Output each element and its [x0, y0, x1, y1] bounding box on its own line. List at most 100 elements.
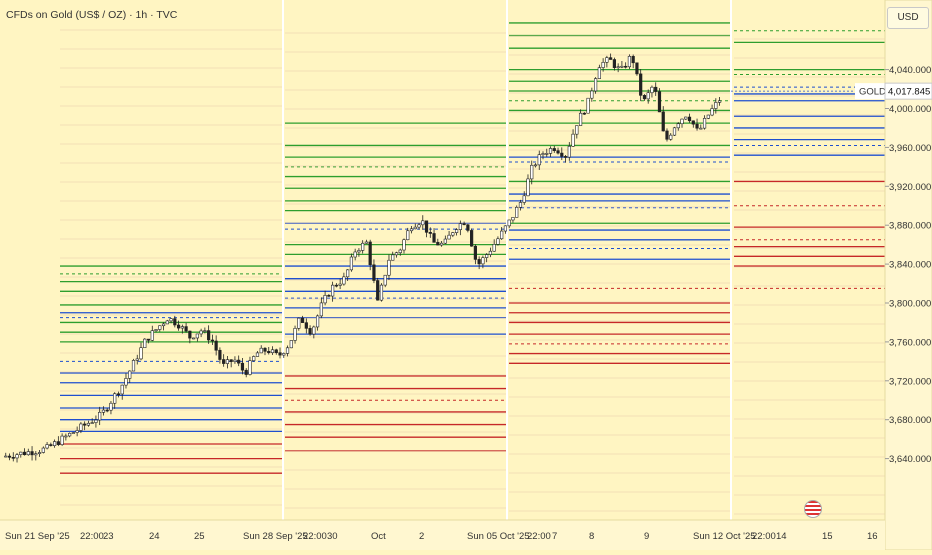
candle-body — [560, 152, 564, 157]
candle-body — [64, 435, 68, 438]
candle-body — [312, 326, 316, 335]
candle-body — [285, 347, 290, 354]
candle-body — [71, 432, 75, 434]
candle-body — [609, 57, 613, 60]
candle-body — [165, 320, 169, 325]
candle-body — [109, 402, 113, 411]
candle-body — [237, 359, 241, 364]
candle-body — [601, 61, 605, 68]
candle-body — [252, 356, 256, 361]
candle-body — [304, 322, 308, 329]
candle-body — [19, 451, 23, 456]
x-tick-label: 9 — [644, 531, 649, 542]
candle-body — [552, 148, 556, 151]
candle-body — [79, 423, 83, 431]
candle-body — [451, 232, 455, 236]
candle-body — [515, 207, 519, 218]
candle-body — [624, 65, 628, 68]
candle-body — [627, 56, 632, 68]
candle-body — [45, 444, 49, 449]
candle-body — [545, 153, 549, 155]
candle-body — [687, 116, 692, 122]
candle-body — [590, 90, 594, 99]
candle-body — [68, 432, 72, 437]
candle-body — [248, 360, 252, 375]
candle-body — [56, 441, 60, 445]
candle-body — [706, 114, 710, 119]
candle-body — [364, 241, 369, 244]
candle-body — [488, 250, 493, 255]
candle-body — [654, 86, 658, 92]
x-tick-label: 15 — [822, 531, 833, 542]
candle-body — [7, 455, 12, 458]
candle-body — [4, 455, 8, 458]
candle-body — [541, 153, 545, 155]
x-tick-label: 2 — [419, 531, 424, 542]
x-tick-label: Sun 05 Oct '25 — [467, 531, 530, 542]
candle-body — [526, 178, 530, 197]
candle-body — [530, 164, 534, 180]
candle-body — [496, 238, 500, 245]
candle-body — [372, 264, 376, 281]
candle-body — [567, 145, 571, 158]
candle-body — [597, 67, 601, 79]
candle-body — [267, 351, 271, 354]
candle-body — [203, 330, 207, 332]
candle-body — [646, 92, 650, 100]
candle-body — [124, 378, 128, 386]
candle-body — [105, 409, 109, 412]
price-axis[interactable] — [884, 0, 932, 551]
candle-body — [255, 352, 260, 357]
candle-body — [240, 362, 245, 371]
y-tick-label: 3,960.000 — [889, 143, 931, 154]
y-tick-label: 3,920.000 — [889, 182, 931, 193]
candle-body — [714, 102, 718, 109]
candle-body — [695, 123, 699, 129]
x-tick-label: 22:00 — [303, 531, 327, 542]
candle-body — [470, 230, 474, 247]
candle-body — [417, 224, 421, 228]
candle-body — [199, 330, 203, 335]
candle-body — [169, 318, 173, 322]
candle-body — [154, 329, 158, 331]
candle-body — [702, 118, 707, 129]
x-tick-label: 14 — [776, 531, 787, 542]
candle-body — [402, 239, 406, 251]
candle-body — [500, 230, 504, 240]
currency-selector[interactable]: USD — [887, 7, 929, 29]
candle-body — [616, 66, 620, 69]
candle-body — [680, 118, 684, 125]
us-flag-icon[interactable] — [804, 500, 822, 518]
candle-body — [259, 347, 263, 354]
candle-body — [26, 451, 30, 456]
candle-body — [481, 257, 485, 265]
candle-body — [195, 333, 199, 339]
candle-body — [710, 108, 714, 116]
time-axis[interactable] — [0, 520, 885, 550]
candle-body — [439, 242, 444, 246]
candle-body — [135, 358, 139, 361]
candle-body — [387, 259, 391, 276]
candle-body — [571, 133, 575, 147]
candle-body — [128, 370, 132, 379]
candlestick-series — [4, 53, 722, 463]
candle-body — [699, 127, 703, 130]
candle-body — [717, 100, 722, 103]
candle-body — [454, 229, 459, 233]
candle-body — [447, 234, 451, 240]
candle-body — [522, 195, 526, 203]
candle-body — [90, 422, 94, 424]
candle-body — [207, 330, 211, 341]
x-tick-label: 22:00 — [80, 531, 104, 542]
candle-body — [176, 324, 181, 329]
candle-body — [631, 56, 635, 64]
x-tick-label: 8 — [589, 531, 594, 542]
candle-body — [578, 112, 583, 126]
candle-body — [244, 369, 248, 375]
x-tick-label: Sun 28 Sep '25 — [243, 531, 308, 542]
candle-body — [398, 249, 402, 254]
y-tick-label: 3,680.000 — [889, 415, 931, 426]
candle-body — [338, 283, 342, 286]
